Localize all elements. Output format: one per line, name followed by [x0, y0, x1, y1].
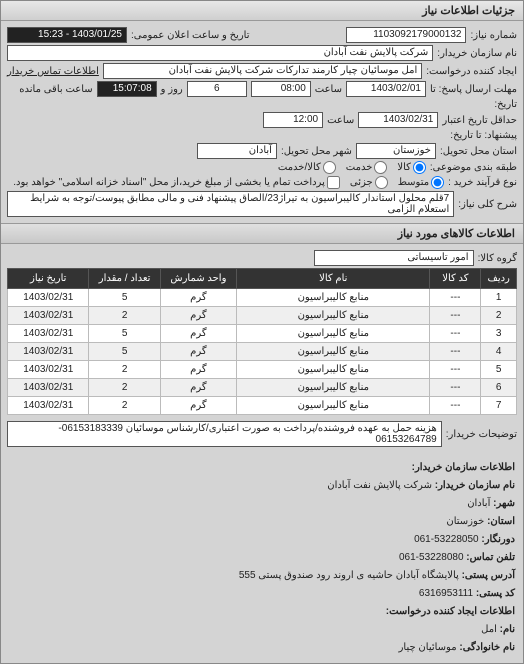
table-row: 7---منابع کالیبراسیونگرم21403/02/31 — [8, 397, 517, 415]
table-row: 4---منابع کالیبراسیونگرم51403/02/31 — [8, 343, 517, 361]
buyer-note-label: توضیحات خریدار: — [446, 429, 517, 440]
valid-time-field: 12:00 — [263, 112, 323, 128]
desc-label: شرح کلی نیاز: — [458, 199, 517, 210]
budget-row: طبقه بندی موضوعی: کالا خدمت کالا/خدمت — [7, 161, 517, 174]
table-header: واحد شمارش — [160, 269, 236, 289]
valid-date-field: 1403/02/31 — [358, 112, 438, 128]
table-header: تاریخ نیاز — [8, 269, 89, 289]
table-row: 2---منابع کالیبراسیونگرم21403/02/31 — [8, 307, 517, 325]
org-fax: 53228050-061 — [414, 534, 479, 545]
budget-opt-1[interactable]: خدمت — [346, 161, 388, 174]
deadline-label1: مهلت ارسال پاسخ: تا — [430, 84, 517, 95]
city-label: شهر محل تحویل: — [281, 146, 352, 157]
goods-table: ردیفکد کالانام کالاواحد شمارشتعداد / مقد… — [7, 268, 517, 415]
need-details-panel: جزئیات اطلاعات نیاز شماره نیاز: 11030921… — [0, 0, 524, 664]
remain-days-field: 6 — [187, 81, 247, 97]
buyer-label: نام سازمان خریدار: — [437, 48, 517, 59]
org-name: شرکت پالایش نفت آبادان — [327, 480, 432, 491]
contract-row: نوع قرآیند خرید : متوسط جزئی پرداخت تمام… — [7, 176, 517, 189]
contract-opt-1[interactable]: جزئی — [350, 176, 388, 189]
table-header: نام کالا — [237, 269, 430, 289]
deadline-time-field: 08:00 — [251, 81, 311, 97]
group-label: گروه کالا: — [478, 253, 517, 264]
org-postal: 6316953111 — [419, 588, 473, 599]
creator-field: امل موسائیان چیار کارمند تدارکات شرکت پا… — [103, 63, 422, 79]
org-province: خوزستان — [446, 516, 484, 527]
desc-field: 7قلم محلول استاندار کالیبراسیون به تیراژ… — [7, 191, 454, 217]
org-province-label: استان: — [487, 516, 515, 527]
lname-label: نام خانوادگی: — [459, 642, 515, 653]
table-header: ردیف — [481, 269, 517, 289]
time-label-1: ساعت — [315, 84, 342, 95]
budget-label: طبقه بندی موضوعی: — [430, 162, 517, 173]
table-row: 1---منابع کالیبراسیونگرم51403/02/31 — [8, 289, 517, 307]
org-info-block: اطلاعات سازمان خریدار: نام سازمان خریدار… — [1, 453, 523, 663]
contract-opt-0[interactable]: متوسط — [398, 176, 444, 189]
creator-title: اطلاعات ایجاد کننده درخواست: — [386, 606, 515, 617]
contact-label[interactable]: اطلاعات تماس خریدار — [7, 66, 99, 77]
city-field: آبادان — [197, 143, 277, 159]
province-label: استان محل تحویل: — [440, 146, 517, 157]
fname: امل — [481, 624, 497, 635]
deadline-label2: تاریخ: — [494, 99, 517, 110]
remain-label: روز و — [161, 84, 183, 95]
remain-time-field: 15:07:08 — [97, 81, 157, 97]
table-row: 3---منابع کالیبراسیونگرم51403/02/31 — [8, 325, 517, 343]
contract-label: نوع قرآیند خرید : — [448, 177, 517, 188]
table-row: 5---منابع کالیبراسیونگرم21403/02/31 — [8, 361, 517, 379]
org-phone: 53228080-061 — [399, 552, 464, 563]
org-title: اطلاعات سازمان خریدار: — [412, 462, 515, 473]
org-phone-label: تلفن تماس: — [466, 552, 515, 563]
request-no-label: شماره نیاز: — [470, 30, 517, 41]
deadline-date-field: 1403/02/01 — [346, 81, 426, 97]
announce-field: 1403/01/25 - 15:23 — [7, 27, 127, 43]
table-header: تعداد / مقدار — [89, 269, 160, 289]
org-name-label: نام سازمان خریدار: — [435, 480, 515, 491]
goods-section-title: اطلاعات کالاهای مورد نیاز — [1, 223, 523, 244]
request-no-field: 1103092179000132 — [346, 27, 466, 43]
budget-opt-2[interactable]: کالا/خدمت — [278, 161, 336, 174]
remain-after-label: ساعت باقی مانده — [19, 84, 92, 95]
group-field: امور تاسیساتی — [314, 250, 474, 266]
org-postal-label: کد پستی: — [476, 588, 515, 599]
org-fax-label: دورنگار: — [481, 534, 515, 545]
org-city: آبادان — [467, 498, 490, 509]
time-label-2: ساعت — [327, 115, 354, 126]
creator-label: ایجاد کننده درخواست: — [426, 66, 517, 77]
contract-note-check[interactable]: پرداخت تمام یا بخشی از مبلغ خرید،از محل … — [13, 176, 340, 189]
lname: موسائیان چیار — [399, 642, 457, 653]
province-field: خوزستان — [356, 143, 436, 159]
fname-label: نام: — [500, 624, 515, 635]
top-form: شماره نیاز: 1103092179000132 تاریخ و ساع… — [1, 21, 523, 223]
panel-title: جزئیات اطلاعات نیاز — [1, 1, 523, 21]
budget-opt-0[interactable]: کالا — [397, 161, 426, 174]
table-header: کد کالا — [430, 269, 481, 289]
announce-label: تاریخ و ساعت اعلان عمومی: — [131, 30, 250, 41]
buyer-note-field: هزینه حمل به عهده فروشنده/پرداخت به صورت… — [7, 421, 442, 447]
table-row: 6---منابع کالیبراسیونگرم21403/02/31 — [8, 379, 517, 397]
valid-label2: پیشنهاد: تا تاریخ: — [450, 130, 517, 141]
valid-label1: حداقل تاریخ اعتبار — [442, 115, 517, 126]
org-city-label: شهر: — [493, 498, 515, 509]
buyer-field: شرکت پالایش نفت آبادان — [7, 45, 433, 61]
